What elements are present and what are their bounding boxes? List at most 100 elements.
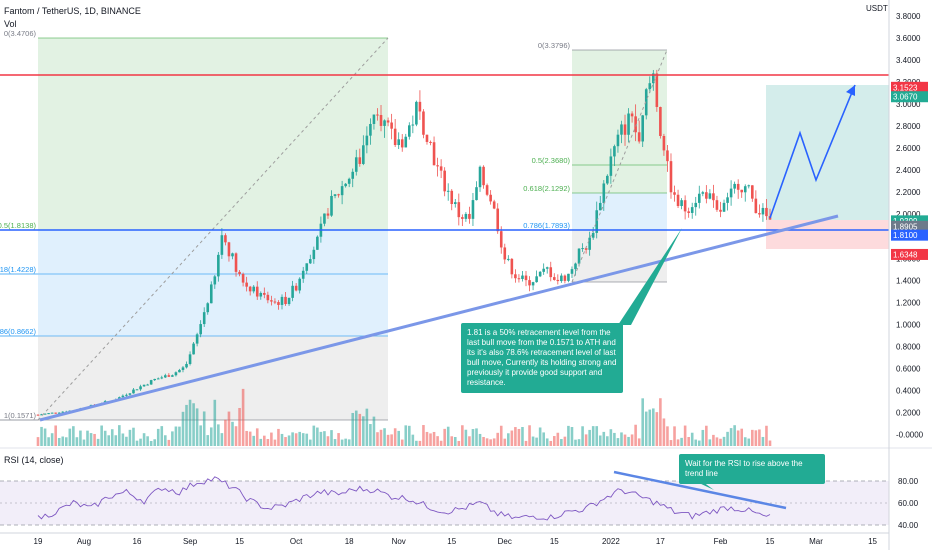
- candle-body: [545, 267, 549, 269]
- volume-bar: [485, 438, 489, 446]
- candle-body: [231, 253, 234, 257]
- candle-body: [266, 294, 270, 301]
- rsi-note[interactable]: Wait for the RSI to rise above the trend…: [679, 454, 825, 484]
- candle-body: [50, 412, 54, 414]
- volume-bar: [220, 433, 224, 446]
- candle-body: [252, 286, 256, 292]
- volume-bar: [475, 428, 478, 446]
- candle-body: [690, 207, 694, 213]
- volume-bar: [499, 425, 503, 446]
- candle-body: [411, 124, 415, 126]
- candle-body: [652, 73, 655, 84]
- time-tick-label: 17: [656, 537, 665, 546]
- candle-body: [630, 113, 634, 117]
- candle-body: [354, 157, 358, 172]
- volume-bar: [662, 418, 666, 446]
- candle-body: [404, 136, 408, 148]
- candle-body: [507, 258, 510, 260]
- volume-bar: [372, 416, 376, 446]
- volume-bar: [598, 435, 602, 446]
- candle-body: [209, 284, 213, 304]
- volume-bar: [549, 440, 553, 446]
- volume-bar: [673, 426, 676, 446]
- candle-body: [528, 280, 531, 286]
- candle-body: [503, 247, 507, 260]
- volume-bar: [581, 426, 584, 446]
- volume-bar: [386, 434, 390, 446]
- candle-body: [634, 116, 637, 133]
- candle-body: [747, 185, 751, 187]
- candle-body: [326, 213, 330, 216]
- time-axis[interactable]: 19 Aug 16 Sep 15 Oct 18 Nov 15 Dec 15 2022 17 Feb 15 Ma…: [34, 537, 878, 546]
- time-tick-label: 16: [133, 537, 142, 546]
- volume-bar: [174, 426, 178, 446]
- volume-bar: [733, 425, 736, 446]
- volume-bar: [606, 436, 609, 446]
- candle-body: [722, 202, 726, 212]
- volume-bar: [202, 411, 206, 446]
- candle-body: [224, 235, 227, 243]
- candle-body: [719, 209, 722, 212]
- price-tick-label: 0.6000: [896, 364, 921, 373]
- rsi-trendline[interactable]: [613, 470, 787, 510]
- candle-body: [36, 414, 40, 416]
- candle-body: [333, 194, 337, 196]
- volume-bar: [457, 440, 461, 446]
- rsi-axis[interactable]: 80.00 60.00 40.00: [898, 477, 919, 530]
- volume-bar: [552, 436, 556, 446]
- volume-bar: [139, 438, 142, 446]
- candle-body: [248, 286, 252, 292]
- volume-bar: [461, 425, 464, 446]
- candle-body: [305, 263, 309, 271]
- fib-left-level-0786: 786(0.8662): [0, 327, 36, 336]
- candle-body: [199, 324, 202, 335]
- candle-body: [273, 301, 277, 303]
- candle-body: [485, 185, 489, 195]
- volume-bar: [351, 412, 355, 446]
- volume-bar: [765, 425, 768, 446]
- price-tick-label: 1.4000: [896, 276, 921, 285]
- volume-bar: [517, 428, 521, 446]
- volume-bar: [110, 429, 114, 446]
- volume-bar: [627, 436, 630, 446]
- volume-bar: [729, 428, 733, 446]
- fib-zone-right-upper: [572, 50, 667, 193]
- volume-bar: [404, 425, 408, 446]
- volume-bar: [701, 429, 705, 446]
- candle-body: [482, 166, 485, 186]
- candle-body: [125, 394, 128, 396]
- candle-body: [439, 166, 443, 171]
- volume-bar: [231, 421, 234, 446]
- candle-body: [415, 101, 418, 125]
- fib-note[interactable]: 1.81 is a 50% retracement level from the…: [461, 323, 623, 393]
- volume-bar: [245, 430, 248, 446]
- fib-zone-left-upper: [38, 38, 388, 230]
- volume-bar: [96, 438, 100, 446]
- volume-bar: [531, 436, 535, 446]
- volume-bar: [443, 428, 446, 446]
- candle-body: [701, 192, 705, 194]
- ascending-trendline[interactable]: [39, 214, 839, 422]
- volume-bar: [613, 432, 616, 446]
- candle-body: [496, 208, 500, 232]
- candle-body: [234, 253, 238, 272]
- candle-body: [432, 142, 436, 166]
- candle-body: [453, 202, 457, 205]
- volume-bar: [637, 438, 641, 446]
- candle-body: [206, 303, 210, 313]
- fib-labels: 0(3.4706) 0.5(1.8138) 618(1.4228) 786(0.866…: [0, 29, 571, 420]
- rsi-line: [37, 476, 771, 521]
- candle-body: [61, 411, 65, 413]
- candle-body: [531, 282, 535, 286]
- candle-body: [139, 386, 142, 390]
- volume-label: Vol: [4, 19, 17, 29]
- volume-bars: [36, 388, 772, 446]
- candle-body: [598, 202, 602, 211]
- candle-body: [132, 389, 135, 394]
- volume-bar: [510, 430, 514, 446]
- candle-body: [461, 217, 464, 219]
- volume-bar: [167, 439, 171, 446]
- candle-body: [637, 132, 641, 142]
- candle-body: [422, 111, 425, 135]
